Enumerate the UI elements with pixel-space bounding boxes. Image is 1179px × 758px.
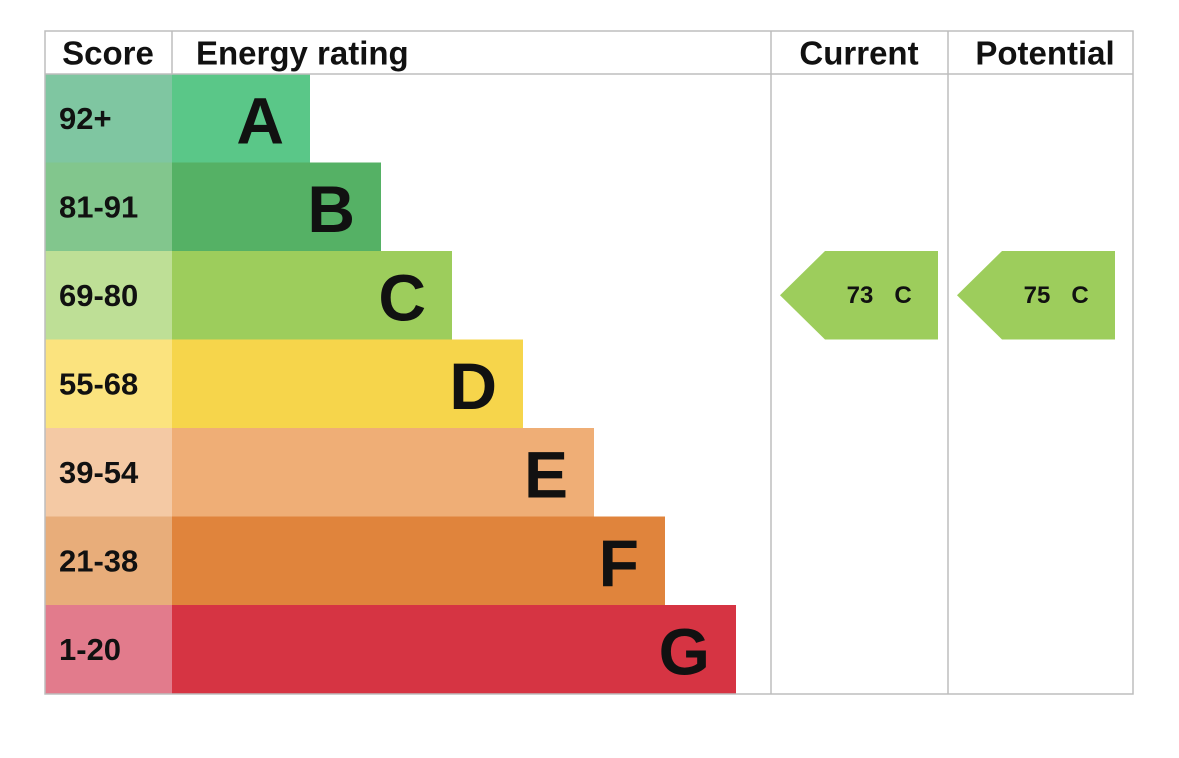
rating-pointer — [957, 251, 1115, 340]
rating-bar — [172, 516, 665, 605]
rating-pointer — [780, 251, 938, 340]
header-current: Current — [799, 35, 918, 72]
frame — [44, 30, 1134, 695]
score-label: 69-80 — [59, 278, 138, 313]
rating-letter: E — [524, 437, 568, 511]
score-label: 21-38 — [59, 543, 138, 578]
score-cell — [45, 605, 172, 694]
rating-bar — [172, 428, 594, 517]
score-cell — [45, 74, 172, 163]
rating-bar — [172, 162, 381, 251]
rating-bar — [172, 74, 310, 163]
rating-bar — [172, 605, 736, 694]
rating-letter: D — [449, 349, 497, 423]
header-energy-rating: Energy rating — [196, 35, 409, 72]
pointer-score: 73 — [847, 282, 874, 309]
rating-letter: B — [307, 172, 355, 246]
header-potential: Potential — [975, 35, 1114, 72]
pointer-rating: C — [894, 282, 911, 309]
score-cell — [45, 428, 172, 517]
rating-letter: F — [599, 526, 639, 600]
score-cell — [45, 516, 172, 605]
pointer-score: 75 — [1024, 282, 1051, 309]
score-cell — [45, 339, 172, 428]
rating-bar — [172, 251, 452, 340]
score-cell — [45, 162, 172, 251]
rows — [45, 74, 736, 694]
score-label: 1-20 — [59, 632, 121, 667]
score-label: 92+ — [59, 101, 112, 136]
rating-letter: A — [236, 83, 284, 157]
rating-letter: G — [659, 614, 710, 688]
rating-letter: C — [378, 260, 426, 334]
score-label: 55-68 — [59, 366, 138, 401]
score-label: 39-54 — [59, 455, 139, 490]
score-cell — [45, 251, 172, 340]
score-label: 81-91 — [59, 189, 138, 224]
pointer-rating: C — [1071, 282, 1088, 309]
header-score: Score — [62, 35, 154, 72]
rating-bar — [172, 339, 523, 428]
